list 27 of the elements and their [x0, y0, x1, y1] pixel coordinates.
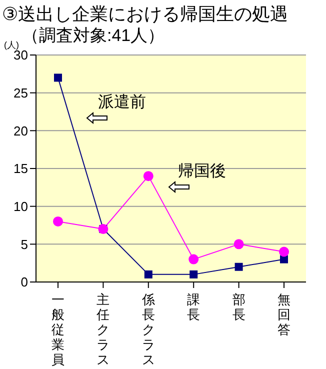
y-tick-label: 25	[14, 85, 28, 100]
series-label: 派遣前	[98, 92, 146, 113]
series-label: 帰国後	[178, 162, 226, 182]
y-tick-label: 0	[20, 274, 28, 290]
point	[54, 74, 62, 82]
y-tick-label: 10	[14, 198, 28, 214]
x-tick-label: 部長	[232, 292, 246, 322]
point	[188, 254, 199, 264]
point	[144, 270, 152, 278]
point	[234, 262, 243, 271]
x-tick-label: 一般従業員	[52, 292, 64, 367]
y-tick-label: 5	[20, 236, 28, 252]
chart-subtitle: （調査対象:41人）	[22, 25, 165, 47]
point	[234, 239, 244, 250]
point	[279, 246, 289, 257]
x-tick-label: 係長クラス	[140, 292, 155, 367]
point	[190, 270, 198, 278]
x-tick-label: 主任クラス	[96, 292, 110, 367]
y-tick-label: 15	[14, 161, 28, 176]
point	[280, 255, 288, 264]
chart-title: ③送出し企業における帰国生の処遇	[2, 3, 288, 26]
point	[53, 216, 63, 226]
y-tick-label: 20	[14, 123, 28, 138]
x-tick-label: 課長	[187, 292, 200, 322]
x-tick-label: 無回答	[278, 292, 290, 337]
point	[143, 171, 154, 182]
y-axis-title: (人)	[4, 39, 19, 50]
